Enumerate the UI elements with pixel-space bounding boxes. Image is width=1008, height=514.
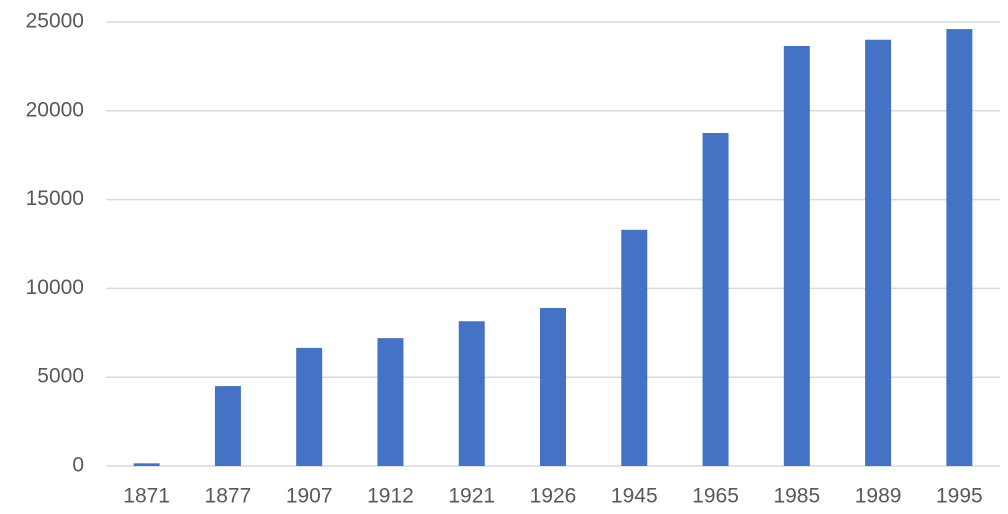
x-tick-label: 1871 — [123, 485, 170, 508]
bar — [458, 321, 485, 466]
bar — [946, 29, 973, 466]
x-tick-label: 1965 — [692, 485, 739, 508]
x-tick-label: 1945 — [611, 485, 658, 508]
bar — [133, 463, 160, 466]
y-tick-label: 25000 — [26, 10, 84, 33]
y-tick-label: 20000 — [26, 98, 84, 121]
bar — [214, 386, 241, 466]
x-tick-label: 1912 — [367, 485, 414, 508]
bar — [702, 133, 729, 466]
bar — [296, 347, 323, 466]
bar — [865, 39, 892, 466]
x-tick-label: 1989 — [855, 485, 902, 508]
x-tick-label: 1926 — [530, 485, 577, 508]
y-tick-label: 5000 — [37, 365, 84, 388]
x-tick-label: 1877 — [205, 485, 252, 508]
bar — [783, 45, 810, 466]
bar — [540, 307, 566, 466]
x-tick-label: 1985 — [773, 485, 820, 508]
bar — [377, 338, 404, 466]
y-tick-label: 10000 — [26, 276, 84, 299]
x-tick-label: 1907 — [286, 485, 333, 508]
x-tick-label: 1995 — [936, 485, 983, 508]
x-tick-label: 1921 — [448, 485, 495, 508]
bar — [621, 229, 648, 466]
y-tick-label: 15000 — [26, 187, 84, 210]
y-tick-label: 0 — [72, 454, 84, 477]
